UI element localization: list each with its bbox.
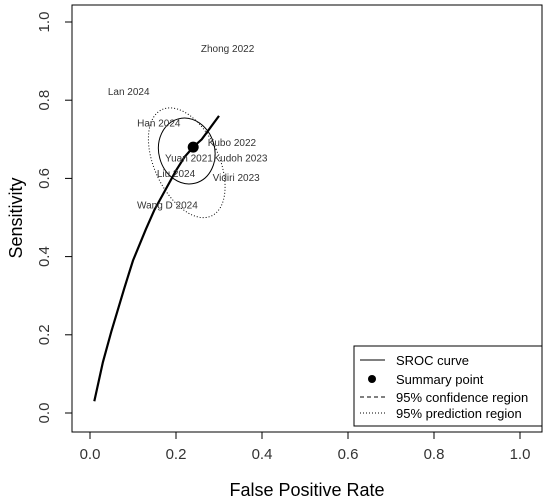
study-label: Lan 2024 bbox=[108, 87, 150, 98]
legend-label-confidence: 95% confidence region bbox=[396, 390, 528, 405]
legend-box bbox=[353, 345, 543, 427]
x-tick-label: 0.0 bbox=[80, 446, 101, 463]
x-axis-title: False Positive Rate bbox=[229, 480, 384, 500]
study-label: Liu 2024 bbox=[157, 169, 196, 180]
study-label: Vidiri 2023 bbox=[213, 173, 261, 184]
axes bbox=[71, 4, 543, 433]
summary-point bbox=[187, 141, 199, 153]
legend: SROC curve Summary point 95% confidence … bbox=[353, 345, 543, 427]
plot-frame bbox=[71, 4, 543, 433]
y-axis-title: Sensitivity bbox=[6, 177, 26, 258]
y-tick-label: 0.0 bbox=[36, 403, 53, 424]
x-tick-label: 0.4 bbox=[252, 446, 273, 463]
sroc-curve bbox=[93, 115, 220, 402]
y-tick-label: 1.0 bbox=[36, 12, 53, 33]
study-label: Kubo 2022 bbox=[208, 138, 257, 149]
legend-label-summary: Summary point bbox=[396, 372, 484, 387]
legend-label-sroc: SROC curve bbox=[396, 353, 469, 368]
y-tick-label: 0.4 bbox=[36, 246, 53, 267]
x-tick-label: 0.8 bbox=[424, 446, 445, 463]
y-tick-label: 0.8 bbox=[36, 90, 53, 111]
study-label: Zhong 2022 bbox=[201, 44, 255, 55]
ticks: 0.0 0.2 0.4 0.6 0.8 1.0 0.0 0.2 0.4 0.6 0.8 1.0 bbox=[36, 12, 530, 463]
y-tick-label: 0.2 bbox=[36, 324, 53, 345]
regions bbox=[147, 107, 226, 219]
summary-group bbox=[187, 141, 199, 153]
x-tick-label: 0.6 bbox=[338, 446, 359, 463]
prediction-region bbox=[147, 107, 226, 219]
confidence-region bbox=[157, 117, 216, 185]
study-label: Han 2024 bbox=[137, 118, 181, 129]
x-tick-label: 1.0 bbox=[510, 446, 531, 463]
y-tick-label: 0.6 bbox=[36, 168, 53, 189]
study-label: Yuan 2021 bbox=[165, 153, 213, 164]
study-label: Kudoh 2023 bbox=[214, 153, 268, 164]
x-tick-label: 0.2 bbox=[166, 446, 187, 463]
legend-label-prediction: 95% prediction region bbox=[396, 406, 522, 421]
study-label: Wang D 2024 bbox=[137, 200, 198, 211]
legend-summary-swatch bbox=[368, 375, 376, 383]
sroc-curve-group bbox=[93, 115, 220, 402]
study-labels: Zhong 2022 Lan 2024 Han 2024 Kubo 2022 Yuan … bbox=[108, 44, 268, 211]
